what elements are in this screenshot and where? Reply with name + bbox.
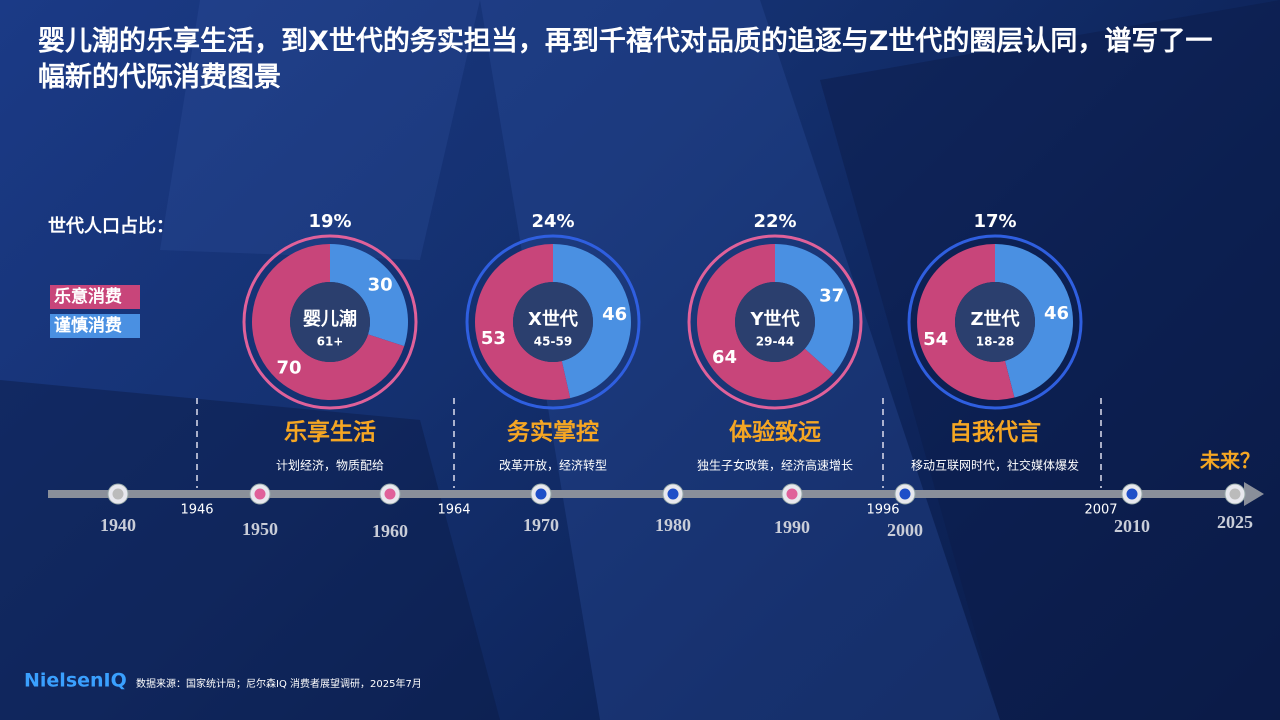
theme: 自我代言 bbox=[949, 419, 1041, 446]
share-label: 世代人口占比： bbox=[48, 215, 174, 237]
value-label: 64 bbox=[712, 347, 737, 368]
theme: 乐享生活 bbox=[284, 419, 376, 446]
share-label: 24% bbox=[531, 211, 574, 232]
year-dot-core bbox=[1229, 488, 1241, 500]
year-label: 2025 bbox=[1217, 512, 1253, 532]
year-label: 2000 bbox=[887, 520, 923, 540]
donut-segment bbox=[775, 244, 853, 375]
year-label: 1990 bbox=[774, 517, 810, 537]
boundary-year: 1996 bbox=[866, 503, 899, 518]
value-label: 30 bbox=[368, 275, 393, 296]
donut-segment bbox=[917, 244, 1015, 400]
theme: 务实掌控 bbox=[507, 419, 599, 446]
generation-age: 18-28 bbox=[976, 335, 1014, 349]
description: 独生子女政策，经济高速增长 bbox=[697, 458, 853, 473]
donut-segment bbox=[553, 244, 631, 399]
year-dot-core bbox=[1126, 488, 1138, 500]
generation-age: 61+ bbox=[317, 335, 344, 349]
donut-center bbox=[290, 282, 370, 362]
generation-age: 29-44 bbox=[756, 335, 794, 349]
boundary-year: 1946 bbox=[180, 503, 213, 518]
share-label: 17% bbox=[973, 211, 1016, 232]
generation-name: Z世代 bbox=[970, 309, 1019, 330]
future-label: 未来？ bbox=[1200, 449, 1260, 473]
description: 改革开放，经济转型 bbox=[499, 458, 607, 473]
slide-title: 婴儿潮的乐享生活，到X世代的务实担当，再到千禧代对品质的追逐与Z世代的圈层认同，… bbox=[38, 26, 1213, 93]
source: 数据来源：国家统计局；尼尔森IQ 消费者展望调研，2025年7月 bbox=[136, 677, 422, 690]
donut-segment bbox=[330, 244, 408, 347]
legend-label: 谨慎消费 bbox=[54, 315, 122, 336]
generation-age: 45-59 bbox=[534, 335, 572, 349]
legend-label: 乐意消费 bbox=[54, 286, 122, 307]
boundary-year: 1964 bbox=[437, 503, 470, 518]
boundary-year: 2007 bbox=[1084, 503, 1117, 518]
value-label: 37 bbox=[819, 286, 844, 307]
donut-segment bbox=[251, 244, 405, 401]
donut-center bbox=[735, 282, 815, 362]
year-label: 1970 bbox=[523, 515, 559, 535]
outer-ring bbox=[687, 234, 863, 410]
legend-swatch bbox=[50, 314, 140, 338]
year-dot-core bbox=[254, 488, 266, 500]
logo: NielsenIQ bbox=[24, 670, 127, 692]
year-label: 1960 bbox=[372, 521, 408, 541]
outer-ring bbox=[242, 234, 418, 410]
outer-ring bbox=[907, 234, 1083, 410]
year-dot-core bbox=[112, 488, 124, 500]
value-label: 54 bbox=[923, 329, 948, 350]
share-label: 19% bbox=[308, 211, 351, 232]
year-dot-core bbox=[384, 488, 396, 500]
year-dot-core bbox=[535, 488, 547, 500]
generation-name: X世代 bbox=[528, 309, 578, 330]
year-dot-core bbox=[786, 488, 798, 500]
donut-center bbox=[513, 282, 593, 362]
donut-segment bbox=[475, 244, 571, 401]
description: 移动互联网时代，社交媒体爆发 bbox=[911, 458, 1079, 473]
value-label: 70 bbox=[276, 358, 301, 379]
value-label: 46 bbox=[1044, 303, 1069, 324]
share-label: 22% bbox=[753, 211, 796, 232]
theme: 体验致远 bbox=[729, 419, 821, 446]
value-label: 46 bbox=[602, 304, 627, 325]
generation-name: 婴儿潮 bbox=[303, 309, 357, 330]
timeline-arrow bbox=[1244, 482, 1264, 506]
donut-segment bbox=[697, 244, 834, 400]
year-dot-core bbox=[667, 488, 679, 500]
legend-swatch bbox=[50, 285, 140, 309]
year-label: 2010 bbox=[1114, 516, 1150, 536]
description: 计划经济，物质配给 bbox=[276, 458, 384, 473]
year-dot-core bbox=[899, 488, 911, 500]
year-label: 1980 bbox=[655, 515, 691, 535]
outer-ring bbox=[465, 234, 641, 410]
generation-name: Y世代 bbox=[749, 309, 799, 330]
donut-center bbox=[955, 282, 1035, 362]
timeline-bar bbox=[48, 490, 1248, 498]
year-label: 1940 bbox=[100, 515, 136, 535]
donut-segment bbox=[995, 244, 1074, 398]
year-label: 1950 bbox=[242, 519, 278, 539]
value-label: 53 bbox=[481, 328, 506, 349]
